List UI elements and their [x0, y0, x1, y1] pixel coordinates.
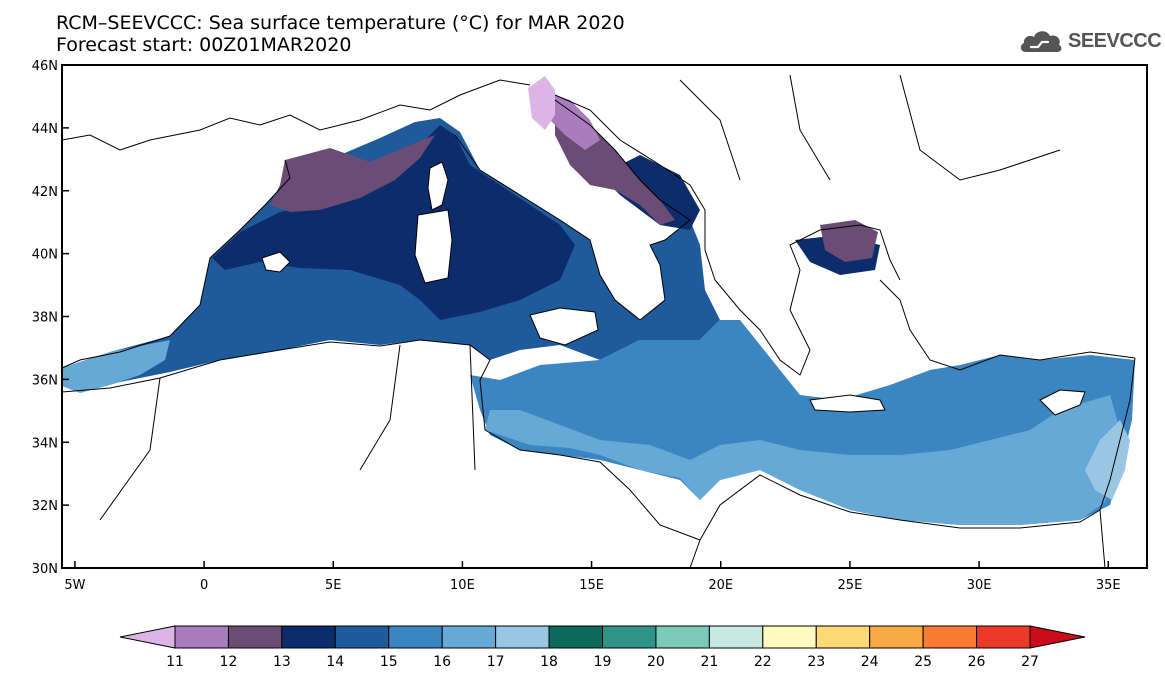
colorbar-swatch [441, 625, 497, 649]
lat-tick-label: 30N [32, 562, 58, 577]
sst-band-18-levant [1085, 420, 1130, 500]
colorbar-swatch [281, 625, 336, 649]
lon-tick-label: 5E [325, 578, 342, 593]
island-sardinia [414, 209, 453, 284]
colorbar-label: 16 [433, 654, 451, 670]
coastline-iberia [61, 159, 291, 369]
colorbar-swatch [922, 625, 978, 649]
forecast-start-label: Forecast start: 00Z01MAR2020 [56, 34, 352, 56]
colorbar-label: 23 [807, 654, 825, 670]
sst-band-13-aegean [820, 220, 878, 262]
colorbar-label: 20 [647, 654, 665, 670]
map-title: RCM–SEEVCCC: Sea surface temperature (°C… [56, 12, 625, 34]
island-crete [809, 394, 886, 413]
colorbar: 11 12 13 14 15 16 17 18 19 20 21 22 23 24 25 26 27 [119, 625, 1086, 670]
lon-tick-label: 5W [64, 578, 85, 593]
coastline-italy [454, 99, 691, 321]
lat-tick-label: 40N [32, 248, 58, 263]
lon-tick-label: 10E [450, 578, 475, 593]
logo-text: SEEVCCC [1068, 29, 1162, 52]
lon-tick-label: 35E [1096, 578, 1121, 593]
colorbar-label: 19 [594, 654, 612, 670]
colorbar-swatch [388, 625, 443, 649]
coastline-north [61, 79, 531, 151]
colorbar-label: 15 [380, 654, 398, 670]
lon-tick-label: 30E [967, 578, 992, 593]
sst-band-14-tyrrhenian [212, 125, 575, 320]
sst-field [62, 76, 1135, 525]
colorbar-swatch [548, 625, 603, 649]
lat-tick-label: 32N [32, 499, 58, 514]
colorbar-label: 25 [914, 654, 932, 670]
colorbar-swatch [815, 625, 871, 649]
island-cyprus [1039, 389, 1086, 416]
colorbar-label: 22 [754, 654, 772, 670]
longitude-ticks: 5W 0 5E 10E 15E 20E 25E 30E 35E [64, 561, 1121, 593]
coastlines [61, 74, 1136, 569]
cloud-icon [1020, 31, 1062, 52]
lat-tick-label: 42N [32, 185, 58, 200]
latitude-ticks: 46N 44N 42N 40N 38N 36N 34N 32N 30N [32, 59, 69, 577]
sst-band-17-west [62, 340, 170, 393]
colorbar-label: 27 [1021, 654, 1039, 670]
sst-band-12-adriatic [545, 92, 600, 150]
lat-tick-label: 46N [32, 59, 58, 74]
coastline-levant [1099, 357, 1136, 511]
island-corsica [427, 161, 449, 211]
colorbar-label: 24 [861, 654, 879, 670]
seevccc-logo: SEEVCCC [1018, 26, 1162, 56]
coastline-anatolia [879, 279, 1136, 371]
islands [261, 161, 1086, 416]
colorbar-label: 12 [220, 654, 238, 670]
colorbar-min-arrow [119, 625, 176, 649]
sst-band-11-trieste [528, 76, 555, 130]
colorbar-swatch [334, 625, 390, 649]
coastline-africa [61, 339, 1101, 541]
lat-tick-label: 36N [32, 373, 58, 388]
lat-tick-label: 38N [32, 311, 58, 326]
colorbar-swatch [976, 625, 1031, 649]
colorbar-label: 11 [166, 654, 184, 670]
lon-tick-label: 25E [838, 578, 863, 593]
sst-band-17-south [485, 395, 1120, 525]
lon-tick-label: 0 [200, 578, 208, 593]
colorbar-label: 17 [487, 654, 505, 670]
colorbar-label: 14 [326, 654, 344, 670]
island-mallorca [261, 251, 291, 273]
colorbar-label: 13 [273, 654, 291, 670]
colorbar-swatch [762, 625, 817, 649]
colorbar-max-arrow [1029, 625, 1086, 649]
lon-tick-label: 20E [708, 578, 733, 593]
border-lines [99, 74, 1106, 569]
colorbar-label: 18 [540, 654, 558, 670]
colorbar-swatch [869, 625, 924, 649]
colorbar-swatch [602, 625, 657, 649]
colorbar-swatch [227, 625, 283, 649]
coastline-balkans [554, 94, 901, 376]
colorbar-swatch [495, 625, 550, 649]
colorbar-label: 21 [700, 654, 718, 670]
colorbar-swatch [655, 625, 710, 649]
colorbar-swatch [174, 625, 229, 649]
island-sicily [529, 307, 599, 346]
lat-tick-label: 44N [32, 122, 58, 137]
lat-tick-label: 34N [32, 436, 58, 451]
sst-band-13-lion [270, 135, 435, 212]
lon-tick-label: 15E [579, 578, 604, 593]
colorbar-label: 26 [968, 654, 986, 670]
colorbar-swatch [708, 625, 764, 649]
